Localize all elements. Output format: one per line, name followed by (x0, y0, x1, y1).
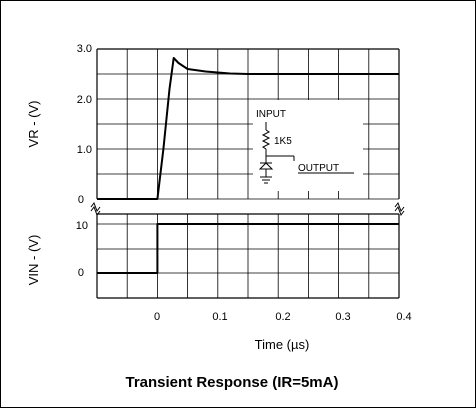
y-tick-bottom-1: 0 (78, 267, 84, 279)
x-tick-3: 0.3 (335, 311, 350, 323)
resistor-icon (261, 129, 271, 150)
x-axis-label: Time (µs) (255, 337, 310, 352)
chart-title: Transient Response (IR=5mA) (126, 374, 339, 391)
inset-output-label: OUTPUT (298, 163, 339, 174)
y-tick-top-2: 1.0 (77, 144, 92, 156)
x-tick-1: 0.1 (212, 311, 227, 323)
ground-icon (260, 176, 272, 184)
x-tick-4: 0.4 (396, 311, 411, 323)
axis-break-right (394, 201, 405, 217)
inset-circuit: INPUT 1K5 OUTPUT (253, 100, 363, 191)
inset-input-label: INPUT (256, 109, 286, 120)
y-tick-top-1: 2.0 (77, 94, 92, 106)
axis-break-left (90, 201, 101, 217)
y-tick-top-3: 0 (78, 194, 84, 206)
inset-resistor-label: 1K5 (274, 136, 292, 147)
x-tick-0: 0 (154, 311, 160, 323)
y-axis-label-bottom: VIN - (V) (26, 235, 41, 286)
vr-response-curve (97, 57, 399, 200)
x-tick-2: 0.2 (275, 311, 290, 323)
vin-step-curve (97, 223, 399, 274)
y-tick-bottom-0: 10 (76, 220, 88, 232)
inset-background (253, 100, 363, 191)
y-tick-top-0: 3.0 (77, 43, 92, 55)
curves (97, 57, 399, 274)
y-axis-label-top: VR - (V) (26, 101, 41, 148)
